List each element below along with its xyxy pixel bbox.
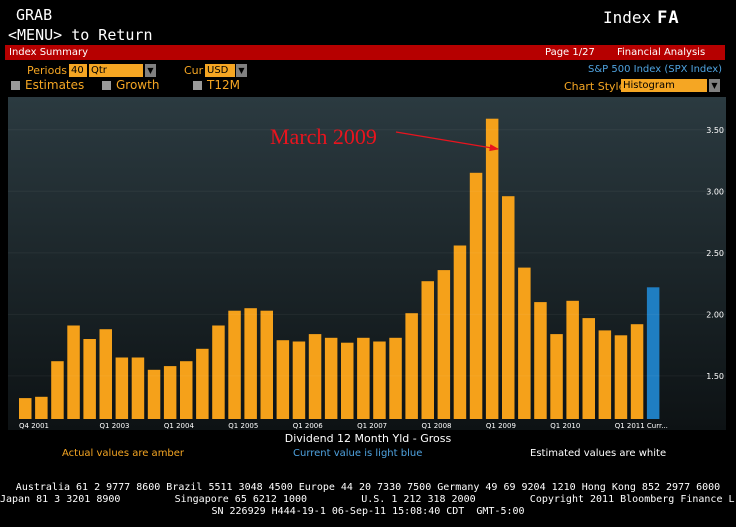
bar: [566, 300, 579, 419]
title-bar-left: Index Summary: [9, 47, 89, 58]
bar: [83, 339, 96, 419]
x-tick-label: Q1 2008: [422, 422, 452, 430]
y-axis: 1.50 2.00 2.50 3.00 3.50: [8, 126, 726, 381]
bar: [405, 313, 418, 419]
bar: [614, 335, 628, 419]
chart-style-label: Chart Style: [564, 80, 626, 93]
currency-dropdown-icon[interactable]: ▼: [236, 64, 247, 77]
legend-current: Current value is light blue: [293, 448, 423, 459]
bar: [276, 340, 290, 419]
estimates-label: Estimates: [25, 78, 85, 92]
legend-estimated: Estimated values are white: [530, 448, 667, 459]
bar: [51, 361, 64, 419]
bar: [163, 366, 177, 419]
bar: [19, 398, 32, 419]
bar: [357, 337, 370, 419]
bar: [260, 310, 273, 419]
chart-style-select[interactable]: Histogram: [621, 79, 707, 92]
y-tick-label: 2.50: [706, 249, 724, 258]
bar: [115, 357, 129, 419]
bar-group: [19, 118, 660, 419]
bar: [292, 341, 306, 419]
periods-input[interactable]: 40: [69, 64, 87, 77]
currency-label: Cur: [184, 64, 204, 77]
x-tick-label: Q1 2005: [228, 422, 258, 430]
bar: [35, 396, 48, 419]
bar: [502, 196, 515, 419]
legend-actual: Actual values are amber: [62, 448, 185, 459]
bar: [99, 329, 112, 419]
period-type-select[interactable]: Qtr: [89, 64, 143, 77]
bar: [341, 342, 354, 419]
annotation-text: March 2009: [270, 124, 377, 149]
bar: [598, 330, 612, 419]
bar: [485, 118, 499, 419]
x-tick-label: Q1 2009: [486, 422, 516, 430]
menu-return-hint[interactable]: <MENU> to Return: [8, 26, 153, 44]
footer-line-3: SN 226929 H444-19-1 06-Sep-11 15:08:40 C…: [211, 506, 525, 517]
x-tick-label: Q1 2003: [100, 422, 130, 430]
bar: [373, 341, 386, 419]
x-axis-title: Dividend 12 Month Yld - Gross: [284, 432, 452, 445]
estimates-checkbox[interactable]: [11, 81, 20, 90]
bar: [67, 325, 80, 419]
page-indicator[interactable]: Page 1/27: [545, 47, 595, 58]
growth-checkbox[interactable]: [102, 81, 111, 90]
footer-line-2: Japan 81 3 3201 8900 Singapore 65 6212 1…: [0, 494, 736, 505]
bar: [212, 325, 225, 419]
bar: [244, 308, 257, 419]
bar: [534, 302, 547, 419]
dividend-yield-chart: 1.50 2.00 2.50 3.00 3.50 Q4 2001 Q1 2003 Q1 20…: [8, 97, 726, 430]
y-tick-label: 3.00: [706, 187, 724, 196]
x-axis: Q4 2001 Q1 2003 Q1 2004 Q1 2005 Q1 2006 Q1 20…: [19, 422, 668, 430]
periods-label: Periods: [27, 64, 68, 77]
bar: [582, 318, 595, 419]
x-tick-label: Q1 2010: [550, 422, 580, 430]
x-tick-label: Q1 2004: [164, 422, 195, 430]
growth-label: Growth: [116, 78, 160, 92]
grab-label: GRAB: [16, 6, 53, 24]
bar: [147, 369, 161, 419]
security-name: S&P 500 Index (SPX Index): [588, 64, 723, 75]
t12m-checkbox[interactable]: [193, 81, 202, 90]
y-tick-label: 2.00: [706, 310, 724, 319]
y-tick-label: 1.50: [706, 372, 724, 381]
function-title: Index FA: [603, 8, 680, 28]
bar: [421, 281, 434, 419]
title-bar-right: Financial Analysis: [617, 47, 706, 58]
footer-line-1: Australia 61 2 9777 8600 Brazil 5511 304…: [15, 482, 721, 493]
bar: [550, 334, 563, 419]
index-label: Index: [603, 8, 652, 27]
bar: [180, 361, 193, 419]
bar: [308, 334, 322, 419]
bar: [469, 172, 483, 419]
bar: [196, 348, 209, 419]
bar: [324, 337, 338, 419]
x-tick-label: Q4 2001: [19, 422, 49, 430]
annotation-arrow: [395, 131, 500, 152]
x-tick-label: Q1 2007: [357, 422, 387, 430]
x-tick-label: Q1 2011: [615, 422, 645, 430]
x-tick-label: Q1 2006: [293, 422, 324, 430]
title-bar: Index Summary Page 1/27 Financial Analys…: [5, 45, 725, 60]
x-tick-label: Curr...: [647, 422, 668, 430]
bar: [437, 270, 451, 419]
bar: [630, 324, 644, 419]
bar: [518, 267, 531, 419]
bar: [389, 337, 402, 419]
fa-label: FA: [657, 8, 680, 28]
currency-select[interactable]: USD: [205, 64, 235, 77]
chart-style-dropdown-icon[interactable]: ▼: [709, 79, 720, 92]
t12m-label: T12M: [207, 78, 240, 92]
bar-current: [646, 287, 660, 419]
period-type-dropdown-icon[interactable]: ▼: [145, 64, 156, 77]
bar: [453, 245, 467, 419]
bar: [131, 357, 145, 419]
bar: [228, 310, 241, 419]
y-tick-label: 3.50: [706, 126, 724, 135]
